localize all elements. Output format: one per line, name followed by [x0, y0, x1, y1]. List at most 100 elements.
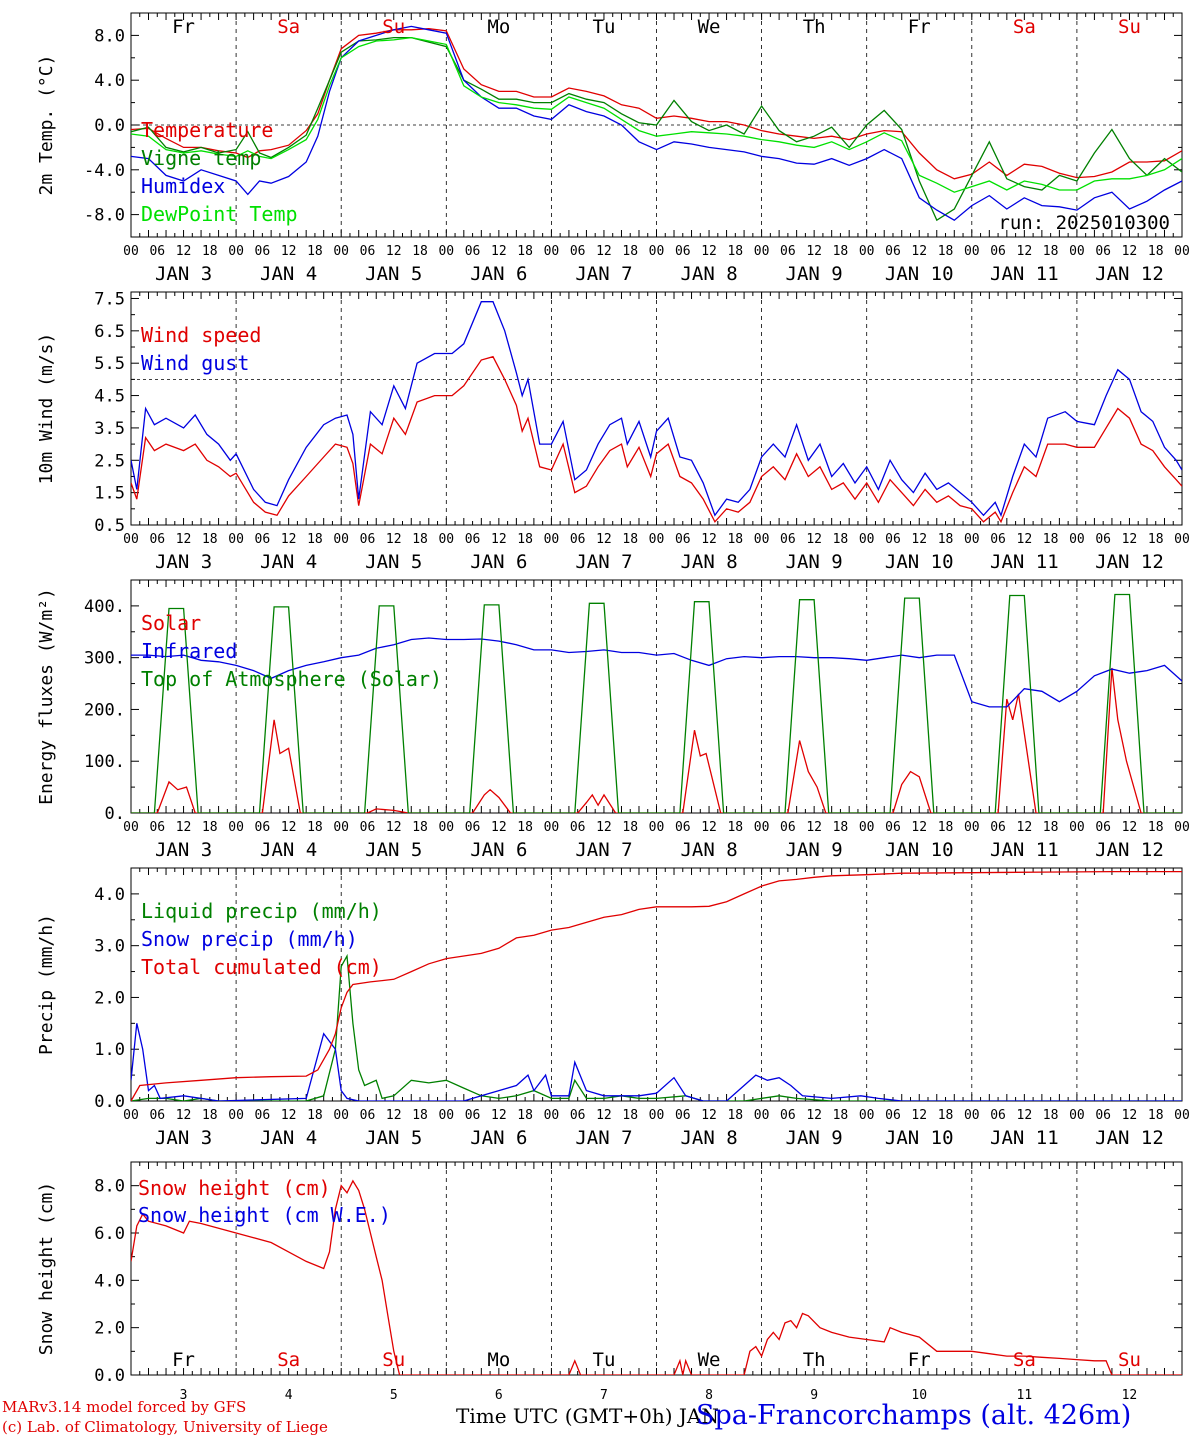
hour-label: 06	[570, 532, 586, 547]
hour-label: 06	[570, 1108, 586, 1123]
hour-label: 18	[202, 820, 218, 835]
y-axis-label: Precip (mm/h)	[36, 914, 57, 1055]
hour-label: 18	[938, 532, 954, 547]
date-label: JAN 3	[155, 1127, 212, 1149]
hour-label: 00	[1174, 244, 1190, 259]
hour-label: 18	[412, 1108, 428, 1123]
date-label: JAN 7	[575, 839, 632, 861]
panel-1: 8.0 4.0 0.0 -4.0 -8.0 2m Temp. (°C) Temperatur…	[36, 12, 1190, 285]
y-tick-label: -8.0	[84, 206, 125, 226]
date-label: JAN 11	[990, 839, 1059, 861]
hour-label: 06	[780, 532, 796, 547]
day-label: We	[698, 16, 721, 38]
day-label: Mo	[487, 16, 510, 38]
legend-entry: DewPoint Temp	[141, 202, 298, 226]
hour-label: 12	[491, 244, 507, 259]
hour-label: 12	[1122, 244, 1138, 259]
hour-label: 06	[149, 244, 165, 259]
hour-label: 06	[465, 1108, 481, 1123]
hour-label: 06	[885, 820, 901, 835]
run-annotation: run: 2025010300	[998, 212, 1170, 234]
hour-label: 18	[1148, 1108, 1164, 1123]
hour-label: 12	[806, 244, 822, 259]
series-line-1	[131, 637, 1182, 708]
hour-label: 18	[1148, 244, 1164, 259]
date-label: JAN 5	[365, 551, 422, 573]
hour-label: 06	[255, 244, 271, 259]
hour-label: 06	[990, 532, 1006, 547]
hour-label: 12	[911, 244, 927, 259]
y-tick-label: 200.	[84, 700, 125, 720]
hour-label: 12	[596, 244, 612, 259]
date-label: JAN 6	[470, 263, 527, 285]
legend-entry: Wind speed	[141, 323, 261, 347]
hour-label: 00	[859, 532, 875, 547]
y-tick-label: 5.5	[94, 354, 125, 374]
hour-label: 06	[990, 1108, 1006, 1123]
legend-entry: Wind gust	[141, 351, 249, 375]
hour-label: 06	[1095, 820, 1111, 835]
hour-label: 06	[780, 820, 796, 835]
hour-label: 12	[701, 244, 717, 259]
y-tick-label: 4.0	[94, 885, 125, 905]
day-number-label: 12	[1122, 1388, 1138, 1403]
hour-label: 18	[202, 244, 218, 259]
hour-label: 12	[1017, 244, 1033, 259]
y-tick-label: 4.5	[94, 387, 125, 407]
date-label: JAN 9	[786, 263, 843, 285]
panel-3: 400. 300. 200. 100. 0. Energy fluxes (W/m²) So…	[36, 579, 1190, 861]
hour-label: 06	[360, 532, 376, 547]
y-tick-label: 1.0	[94, 1040, 125, 1060]
legend-entry: Infrared	[141, 639, 237, 663]
hour-label: 06	[360, 820, 376, 835]
legend-entry: Snow precip (mm/h)	[141, 927, 358, 951]
date-label: JAN 12	[1095, 551, 1164, 573]
hour-label: 12	[911, 1108, 927, 1123]
hour-label: 00	[1174, 532, 1190, 547]
hour-label: 06	[255, 532, 271, 547]
legend-entry: Liquid precip (mm/h)	[141, 899, 382, 923]
day-number-label: 6	[495, 1388, 503, 1403]
hour-label: 06	[675, 1108, 691, 1123]
hour-label: 00	[228, 1108, 244, 1123]
hour-label: 12	[806, 532, 822, 547]
day-number-label: 3	[180, 1388, 188, 1403]
hour-label: 06	[885, 532, 901, 547]
day-number-label: 5	[390, 1388, 398, 1403]
day-number-label: 4	[285, 1388, 293, 1403]
hour-label: 18	[622, 1108, 638, 1123]
hour-label: 12	[386, 532, 402, 547]
y-tick-label: 2.0	[94, 988, 125, 1008]
hour-label: 18	[833, 820, 849, 835]
date-label: JAN 4	[260, 1127, 317, 1149]
hour-label: 06	[1095, 244, 1111, 259]
series-line-0	[131, 1179, 1182, 1375]
hour-label: 06	[990, 244, 1006, 259]
y-tick-label: 2.5	[94, 451, 125, 471]
hour-label: 12	[1122, 532, 1138, 547]
panel-4: 4.0 3.0 2.0 1.0 0.0 Precip (mm/h) Liquid preci…	[36, 867, 1190, 1149]
hour-label: 00	[754, 244, 770, 259]
date-label: JAN 3	[155, 551, 212, 573]
hour-label: 00	[859, 1108, 875, 1123]
day-label: Su	[1118, 1349, 1141, 1371]
hour-label: 06	[149, 532, 165, 547]
date-label: JAN 11	[990, 1127, 1059, 1149]
y-tick-label: 1.5	[94, 484, 125, 504]
y-tick-label: 3.5	[94, 419, 125, 439]
hour-label: 12	[806, 820, 822, 835]
day-number-label: 8	[705, 1388, 713, 1403]
date-label: JAN 5	[365, 263, 422, 285]
series-line-2	[131, 25, 1182, 221]
hour-label: 18	[938, 1108, 954, 1123]
date-label: JAN 10	[885, 1127, 954, 1149]
legend-entry: Humidex	[141, 174, 225, 198]
hour-label: 12	[176, 1108, 192, 1123]
hour-label: 00	[649, 244, 665, 259]
series-line-1	[131, 36, 1182, 222]
credit-line-1: MARv3.14 model forced by GFS	[2, 1398, 247, 1416]
hour-label: 18	[833, 532, 849, 547]
y-tick-label: 2.0	[94, 1319, 125, 1339]
hour-label: 18	[517, 1108, 533, 1123]
hour-label: 12	[176, 820, 192, 835]
